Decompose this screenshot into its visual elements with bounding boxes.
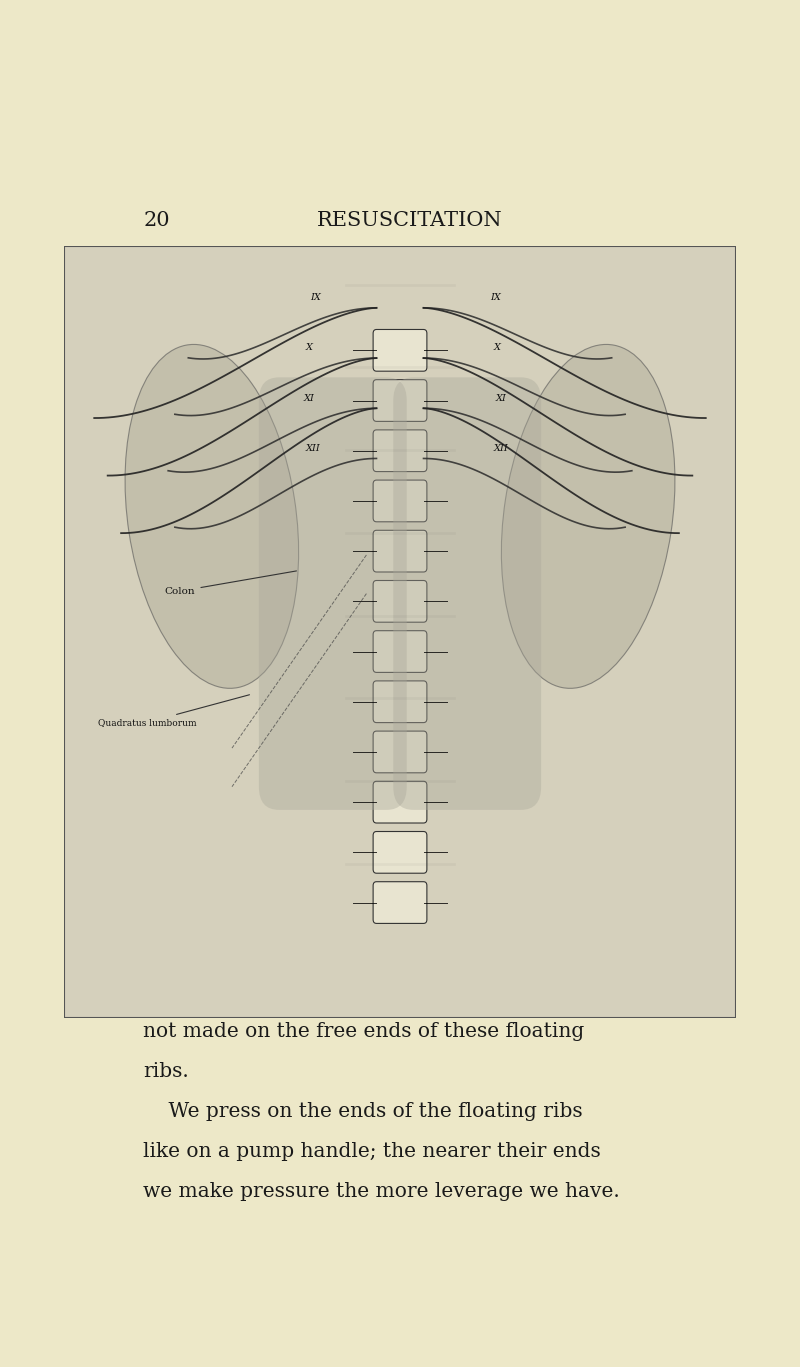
Text: imaginable method of artificial respiration,: imaginable method of artificial respirat… (143, 334, 586, 353)
Text: RESUSCITATION: RESUSCITATION (317, 212, 503, 231)
FancyBboxPatch shape (373, 329, 427, 372)
FancyBboxPatch shape (373, 530, 427, 571)
FancyBboxPatch shape (373, 681, 427, 723)
FancyBboxPatch shape (373, 630, 427, 673)
Text: We press on the ends of the floating ribs: We press on the ends of the floating rib… (143, 1102, 583, 1121)
Bar (150, 354, 670, 949)
Text: like on a pump handle; the nearer their ends: like on a pump handle; the nearer their … (143, 1141, 601, 1161)
Text: not made on the free ends of these floating: not made on the free ends of these float… (143, 1023, 585, 1040)
Text: IX: IX (310, 293, 321, 302)
Text: X: X (494, 343, 501, 353)
Text: consideration.  Prone Pressure is the worst: consideration. Prone Pressure is the wor… (143, 294, 586, 313)
Text: make pressure on their free ends is the prime: make pressure on their free ends is the … (143, 253, 613, 272)
Text: Quadratus lumborum: Quadratus lumborum (98, 694, 250, 727)
Ellipse shape (125, 344, 298, 689)
FancyBboxPatch shape (373, 782, 427, 823)
FancyBboxPatch shape (373, 480, 427, 522)
FancyBboxPatch shape (373, 831, 427, 874)
Text: Davis’s Applied Anatomy, Copyright 1910, J. B. Lippincott Co.: Davis’s Applied Anatomy, Copyright 1910,… (143, 972, 576, 987)
FancyBboxPatch shape (259, 377, 406, 809)
Text: X: X (306, 343, 313, 353)
Text: we make pressure the more leverage we have.: we make pressure the more leverage we ha… (143, 1182, 620, 1200)
Text: XII: XII (306, 444, 321, 452)
Ellipse shape (502, 344, 675, 689)
Text: XI: XI (304, 394, 314, 402)
FancyBboxPatch shape (373, 731, 427, 772)
Text: ribs.: ribs. (143, 1062, 189, 1081)
FancyBboxPatch shape (373, 581, 427, 622)
FancyBboxPatch shape (373, 882, 427, 924)
Text: XI: XI (496, 394, 507, 402)
Text: if pressure is made too high or too low, and: if pressure is made too high or too low,… (143, 373, 587, 392)
FancyBboxPatch shape (373, 380, 427, 421)
Text: 20: 20 (143, 212, 170, 231)
Text: Colon: Colon (165, 571, 297, 596)
Text: XII: XII (494, 444, 509, 452)
FancyBboxPatch shape (394, 377, 541, 809)
Text: IX: IX (490, 293, 501, 302)
Text: Fig. 5.: Fig. 5. (381, 990, 439, 1009)
FancyBboxPatch shape (373, 429, 427, 472)
